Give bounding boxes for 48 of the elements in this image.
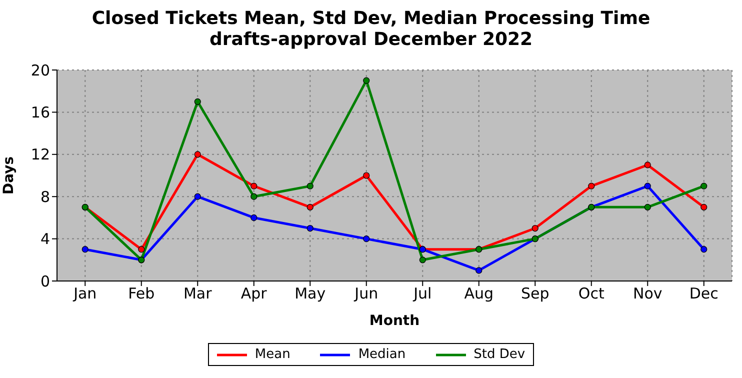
x-tick-label: Feb <box>128 284 155 303</box>
point <box>532 224 538 232</box>
y-tick-label: 4 <box>40 230 50 248</box>
x-tick-label: Jan <box>72 284 97 303</box>
point <box>250 193 258 200</box>
x-axis-title: Month <box>369 313 420 329</box>
legend-label: Mean <box>254 347 290 362</box>
x-tick-label: Mar <box>183 284 213 303</box>
point <box>644 182 651 190</box>
point <box>588 182 595 190</box>
x-tick-label: May <box>294 284 326 303</box>
x-tick-label: Oct <box>578 284 604 303</box>
y-tick-label: 12 <box>30 146 50 164</box>
point <box>194 151 201 158</box>
y-tick-label: 20 <box>30 61 50 80</box>
x-tick-label: Aug <box>464 284 494 303</box>
x-tick-label: Jul <box>412 284 432 303</box>
point <box>476 267 482 274</box>
y-tick-label: 0 <box>40 272 50 290</box>
point <box>363 172 370 179</box>
point <box>194 193 201 200</box>
y-axis-title: Days <box>0 156 17 195</box>
point <box>644 204 651 210</box>
point <box>644 162 651 168</box>
point <box>250 214 258 221</box>
x-tick-label: Jun <box>354 284 378 303</box>
point <box>250 182 258 190</box>
point <box>306 224 314 232</box>
point <box>194 98 201 105</box>
point <box>419 256 426 264</box>
point <box>700 204 708 210</box>
point <box>700 246 708 253</box>
x-tick-label: Apr <box>240 284 268 303</box>
point <box>82 246 88 253</box>
point <box>306 182 314 190</box>
point <box>363 236 370 242</box>
x-tick-label: Dec <box>689 284 718 303</box>
x-tick-label: Sep <box>520 284 550 303</box>
legend-label: Median <box>358 347 406 362</box>
y-tick-label: 16 <box>30 104 50 122</box>
point <box>363 77 370 84</box>
y-tick-label: 8 <box>40 188 50 206</box>
point <box>306 204 314 210</box>
x-tick-label: Nov <box>632 284 662 303</box>
point <box>138 246 145 253</box>
legend-label: Std Dev <box>474 347 526 362</box>
point <box>700 182 708 190</box>
chart-title: Closed Tickets Mean, Std Dev, Median Processing Time drafts-approval December 2022 <box>90 8 652 50</box>
